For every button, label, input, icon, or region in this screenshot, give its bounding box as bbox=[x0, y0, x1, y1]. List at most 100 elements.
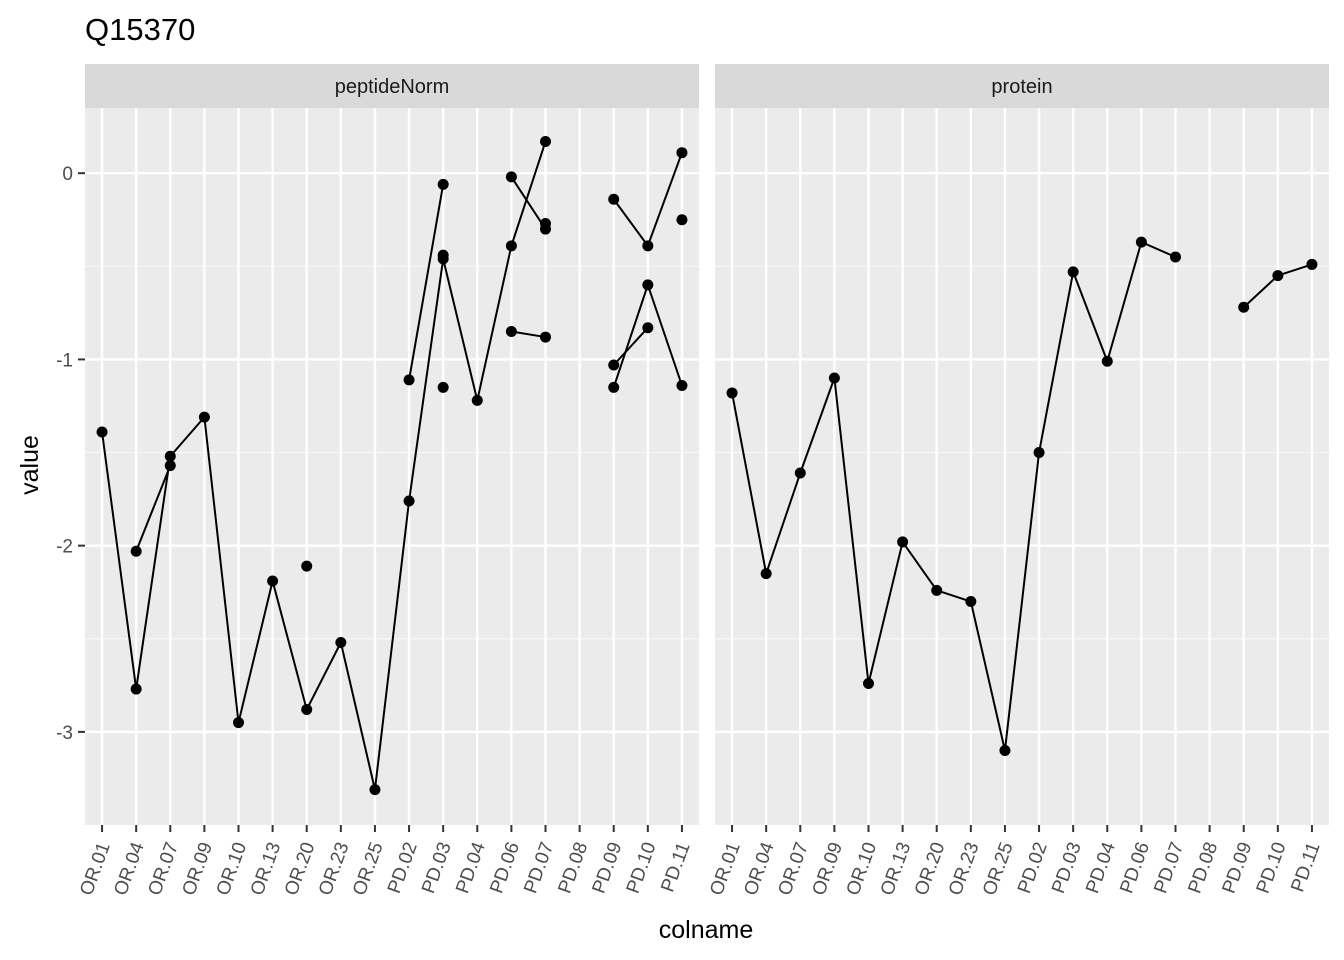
data-point bbox=[301, 560, 313, 572]
data-point bbox=[437, 178, 449, 190]
data-point bbox=[1170, 251, 1181, 263]
data-point bbox=[1101, 355, 1113, 367]
series-3 bbox=[437, 249, 654, 371]
series-line-segment bbox=[765, 472, 802, 574]
series-line-segment bbox=[135, 465, 172, 552]
x-tick-label: OR.13 bbox=[247, 840, 286, 899]
data-point bbox=[794, 467, 806, 479]
x-tick-label: PD.04 bbox=[452, 839, 490, 896]
series-line-segment bbox=[969, 601, 1006, 751]
data-point bbox=[369, 784, 381, 796]
x-axis-title: colname bbox=[659, 916, 754, 944]
x-tick-label: PD.08 bbox=[1185, 840, 1223, 897]
data-point bbox=[828, 372, 840, 384]
series-line-segment bbox=[408, 258, 445, 502]
data-point bbox=[999, 745, 1011, 757]
series-line-segment bbox=[101, 431, 138, 690]
data-point bbox=[1033, 447, 1045, 459]
series-line-segment bbox=[271, 580, 308, 710]
x-tick-label: OR.20 bbox=[911, 840, 950, 899]
series-line-segment bbox=[305, 642, 342, 710]
series-line-segment bbox=[511, 330, 546, 339]
x-tick-label: OR.04 bbox=[740, 839, 779, 898]
series-line-segment bbox=[510, 141, 547, 247]
series-line-segment bbox=[1140, 241, 1176, 258]
x-tick-label: PD.04 bbox=[1082, 839, 1120, 896]
facet-strip-label: protein bbox=[991, 76, 1052, 98]
data-point bbox=[608, 381, 620, 393]
data-point bbox=[130, 545, 142, 557]
x-tick-label: OR.07 bbox=[774, 840, 813, 899]
x-tick-label: PD.11 bbox=[1287, 840, 1324, 895]
series-line-segment bbox=[408, 184, 445, 381]
data-point bbox=[471, 394, 483, 406]
x-tick-label: OR.04 bbox=[110, 839, 149, 898]
data-point bbox=[301, 704, 313, 716]
series-line-segment bbox=[1243, 274, 1279, 309]
data-point bbox=[642, 322, 654, 334]
facet-strip-label: peptideNorm bbox=[335, 76, 450, 98]
series-line-segment bbox=[373, 500, 411, 790]
data-point bbox=[676, 147, 688, 159]
data-point bbox=[608, 193, 620, 205]
x-tick-label: OR.10 bbox=[843, 840, 882, 899]
x-tick-label: OR.10 bbox=[213, 840, 252, 899]
series-line-segment bbox=[1072, 271, 1109, 362]
series-line-segment bbox=[901, 541, 938, 591]
x-tick-label: PD.09 bbox=[1219, 840, 1257, 897]
data-point bbox=[1067, 266, 1079, 278]
series-line-segment bbox=[646, 284, 683, 386]
series-line-segment bbox=[476, 245, 513, 401]
x-tick-label: OR.01 bbox=[706, 840, 745, 899]
data-point bbox=[760, 568, 772, 580]
data-point bbox=[198, 411, 210, 423]
series-1 bbox=[726, 236, 1318, 757]
series-line-segment bbox=[1106, 241, 1143, 362]
y-tick-label: -1 bbox=[56, 350, 73, 371]
chart-title: Q15370 bbox=[85, 12, 195, 47]
series-line-segment bbox=[339, 642, 376, 790]
panel-background bbox=[85, 108, 699, 825]
x-tick-label: PD.10 bbox=[623, 840, 661, 897]
panel-protein: proteinOR.01OR.04OR.07OR.09OR.10OR.13OR.… bbox=[706, 64, 1329, 898]
data-point bbox=[1135, 236, 1147, 248]
x-tick-label: OR.20 bbox=[281, 840, 320, 899]
x-tick-label: PD.07 bbox=[520, 840, 558, 897]
data-point bbox=[1306, 258, 1318, 270]
data-point bbox=[676, 214, 688, 226]
x-tick-label: PD.03 bbox=[1048, 840, 1086, 897]
data-point bbox=[540, 136, 551, 148]
series-line-segment bbox=[510, 176, 547, 230]
series-line-segment bbox=[612, 284, 649, 388]
data-point bbox=[965, 596, 977, 608]
series-line-segment bbox=[442, 258, 479, 401]
x-tick-label: OR.01 bbox=[76, 840, 115, 899]
series-line-segment bbox=[237, 580, 274, 723]
x-tick-label: OR.25 bbox=[979, 840, 1018, 899]
panel-background bbox=[715, 108, 1329, 825]
series-line-segment bbox=[1003, 452, 1041, 751]
data-point bbox=[676, 379, 688, 391]
x-tick-label: PD.08 bbox=[555, 840, 593, 897]
series-line-segment bbox=[936, 589, 972, 603]
x-tick-label: OR.23 bbox=[945, 840, 984, 899]
series-line-segment bbox=[203, 417, 240, 723]
data-point bbox=[164, 460, 176, 472]
series-line-segment bbox=[612, 198, 649, 247]
data-point bbox=[931, 584, 943, 596]
data-point bbox=[726, 387, 738, 399]
series-line-segment bbox=[799, 377, 836, 474]
data-point bbox=[863, 677, 874, 689]
series-2 bbox=[130, 147, 688, 572]
data-point bbox=[540, 331, 551, 343]
data-point bbox=[267, 575, 279, 587]
series-1 bbox=[96, 136, 688, 796]
series-4 bbox=[437, 214, 688, 393]
series-line-segment bbox=[731, 392, 768, 574]
series-line-segment bbox=[135, 456, 172, 690]
data-point bbox=[96, 426, 108, 438]
x-tick-label: OR.25 bbox=[349, 840, 388, 899]
y-axis-title: value bbox=[16, 435, 44, 495]
x-tick-label: PD.11 bbox=[657, 840, 694, 895]
